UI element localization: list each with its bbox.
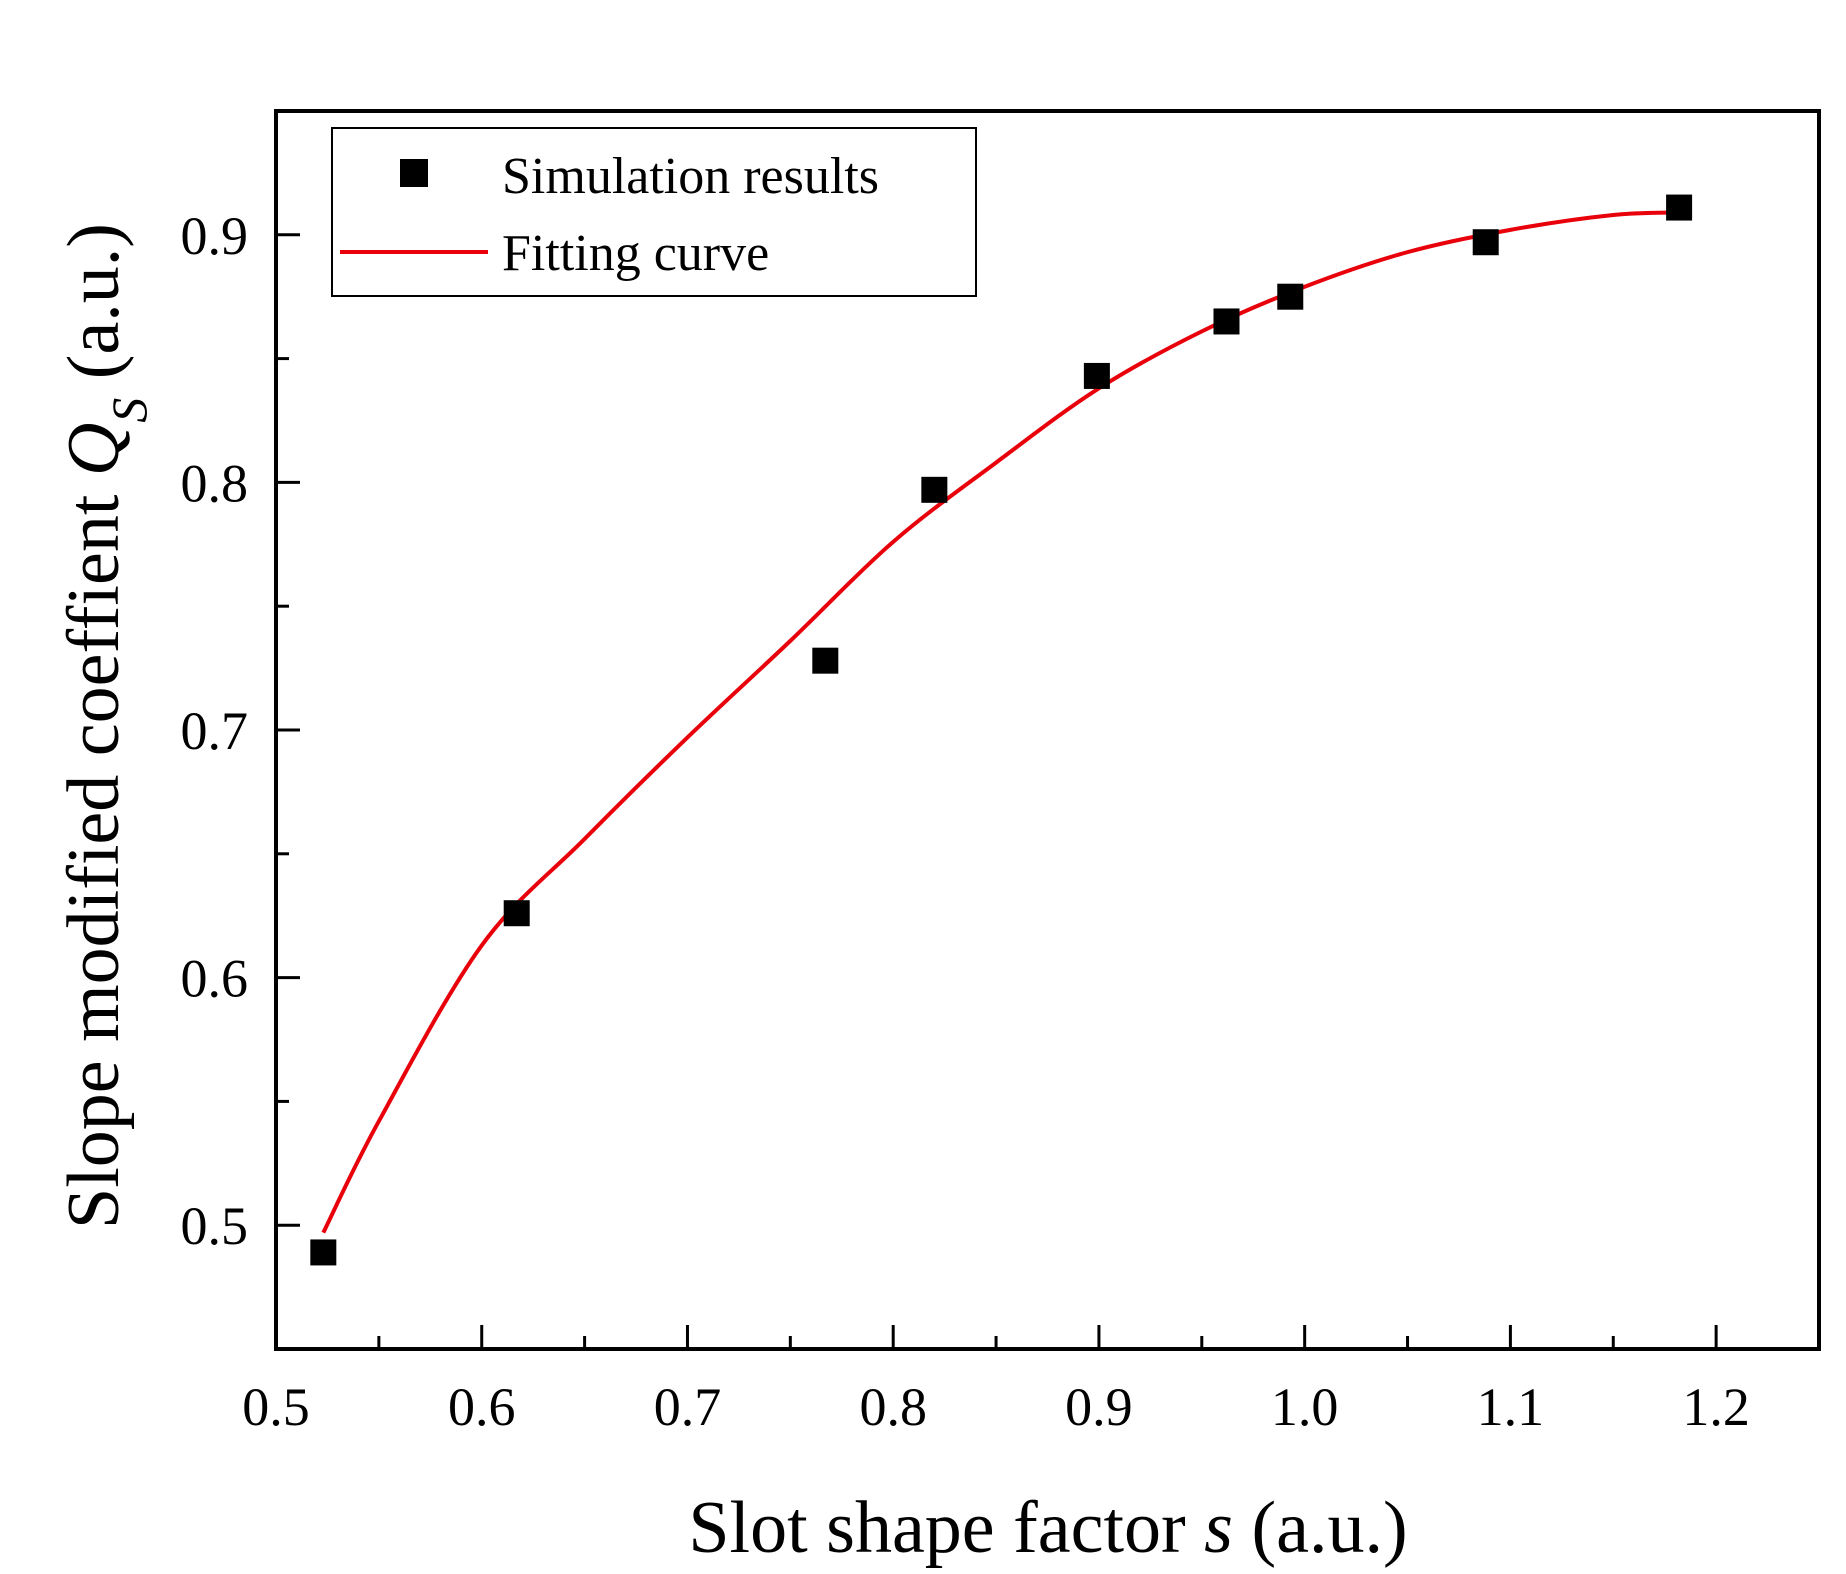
- x-tick-label: 0.8: [859, 1377, 927, 1437]
- legend-label-fitting: Fitting curve: [502, 225, 769, 282]
- fitting-curve-series: [321, 210, 1680, 1234]
- y-tick-label: 0.8: [181, 453, 249, 513]
- y-tick-label: 0.7: [181, 701, 249, 761]
- x-axis-title: Slot shape factor s (a.u.): [688, 1487, 1407, 1569]
- fitting-curve-line: [321, 210, 1680, 1234]
- y-axis-title-symbol: Q: [53, 423, 135, 476]
- x-tick-label: 0.9: [1065, 1377, 1133, 1437]
- data-point: [503, 900, 530, 927]
- y-axis-title: Slope modified coeffient QS (a.u.): [53, 223, 157, 1229]
- data-point: [812, 647, 839, 674]
- legend-marker-simulation: [400, 159, 428, 187]
- x-axis-title-main: Slot shape factor: [688, 1487, 1204, 1569]
- y-axis-title-unit: (a.u.): [53, 223, 135, 398]
- x-axis-title-unit: (a.u.): [1233, 1487, 1408, 1569]
- data-point: [1472, 229, 1499, 256]
- data-point: [1277, 283, 1304, 310]
- x-axis-ticks: 0.5 0.6 0.7 0.8 0.9 1.0 1.1 1.2: [242, 1325, 1750, 1437]
- y-axis-title-main: Slope modified coeffient: [53, 476, 135, 1229]
- x-tick-label: 1.2: [1682, 1377, 1750, 1437]
- legend-box: [331, 127, 977, 297]
- data-point: [1666, 194, 1693, 221]
- x-tick-label: 0.6: [448, 1377, 516, 1437]
- data-point: [310, 1239, 337, 1266]
- y-tick-label: 0.5: [181, 1196, 249, 1256]
- y-tick-label: 0.9: [181, 206, 249, 266]
- x-tick-label: 0.5: [242, 1377, 310, 1437]
- data-point: [1213, 308, 1240, 335]
- y-tick-label: 0.6: [181, 949, 249, 1009]
- x-tick-label: 0.7: [654, 1377, 722, 1437]
- data-point: [921, 476, 948, 503]
- data-point: [1083, 362, 1110, 389]
- x-tick-label: 1.1: [1477, 1377, 1545, 1437]
- simulation-results-series: [310, 194, 1693, 1266]
- legend-label-simulation: Simulation results: [502, 148, 879, 205]
- x-axis-title-symbol: s: [1204, 1487, 1233, 1569]
- legend: Simulation results Fitting curve: [331, 127, 977, 297]
- y-axis-title-subscript: S: [101, 398, 157, 423]
- y-axis-ticks: 0.5 0.6 0.7 0.8 0.9: [181, 206, 300, 1256]
- x-tick-label: 1.0: [1271, 1377, 1339, 1437]
